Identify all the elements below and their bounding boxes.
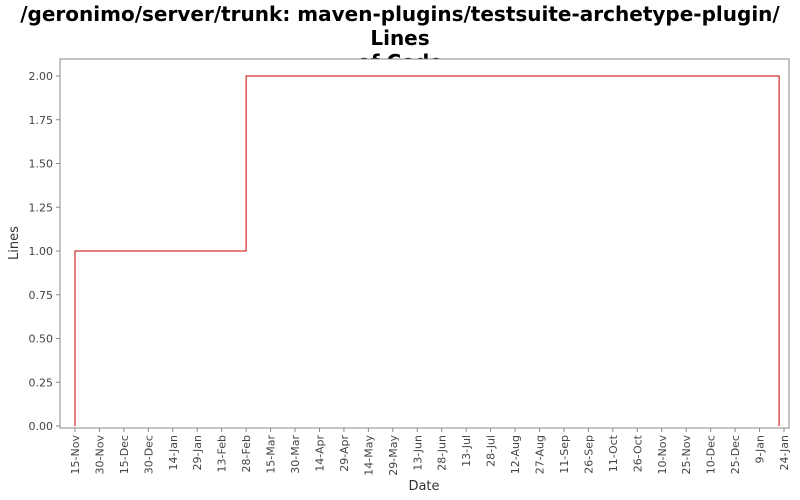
y-tick-label: 1.25 bbox=[29, 201, 54, 214]
y-tick-label: 1.75 bbox=[29, 114, 54, 127]
y-tick-label: 2.00 bbox=[29, 70, 54, 83]
x-tick-label: 14-Jan bbox=[167, 435, 180, 471]
plot-area bbox=[59, 58, 790, 429]
x-tick-label: 27-Aug bbox=[534, 435, 547, 474]
y-axis-label: Lines bbox=[7, 226, 22, 260]
x-tick-label: 14-Apr bbox=[313, 435, 326, 472]
y-tick-label: 0.25 bbox=[29, 376, 54, 389]
x-tick-label: 15-Dec bbox=[118, 435, 131, 474]
x-tick-label: 28-Jun bbox=[436, 435, 449, 471]
x-tick-label: 28-Feb bbox=[240, 435, 253, 472]
x-tick-label: 30-Nov bbox=[93, 435, 106, 475]
x-tick-label: 29-May bbox=[387, 435, 400, 476]
x-tick-label: 26-Oct bbox=[631, 434, 644, 472]
x-axis: 15-Nov 30-Nov 15-Dec 30-Dec 14-Jan 29-Jan 13-F… bbox=[69, 428, 791, 476]
y-axis: 0.00 0.25 0.50 0.75 1.00 1.25 1.50 1.75 2.00 bbox=[29, 70, 60, 433]
x-tick-label: 24-Jan bbox=[778, 435, 791, 471]
x-tick-label: 13-Jul bbox=[460, 435, 473, 467]
series-line bbox=[74, 75, 780, 426]
y-tick-label: 1.50 bbox=[29, 158, 54, 171]
x-tick-label: 13-Feb bbox=[216, 435, 229, 472]
x-axis-label: Date bbox=[408, 479, 439, 494]
x-tick-label: 28-Jul bbox=[485, 435, 498, 467]
x-tick-label: 11-Oct bbox=[607, 434, 620, 472]
x-tick-label: 25-Dec bbox=[729, 435, 742, 474]
chart-title: /geronimo/server/trunk: maven-plugins/te… bbox=[0, 2, 800, 74]
x-tick-label: 26-Sep bbox=[582, 435, 595, 474]
y-tick-label: 0.00 bbox=[29, 420, 54, 433]
x-tick-label: 9-Jan bbox=[754, 435, 767, 464]
x-tick-label: 25-Nov bbox=[680, 435, 693, 475]
x-tick-label: 10-Nov bbox=[656, 435, 669, 475]
x-tick-label: 30-Mar bbox=[289, 435, 302, 474]
y-tick-label: 1.00 bbox=[29, 245, 54, 258]
x-tick-label: 10-Dec bbox=[705, 435, 718, 474]
x-tick-label: 12-Aug bbox=[509, 435, 522, 474]
y-tick-label: 0.75 bbox=[29, 289, 54, 302]
chart-title-line-1: /geronimo/server/trunk: maven-plugins/te… bbox=[20, 2, 780, 50]
x-tick-label: 15-Mar bbox=[265, 435, 278, 474]
x-tick-label: 29-Jan bbox=[191, 435, 204, 471]
x-tick-label: 11-Sep bbox=[558, 435, 571, 474]
x-tick-label: 15-Nov bbox=[69, 435, 82, 475]
x-tick-label: 30-Dec bbox=[142, 435, 155, 474]
x-tick-label: 14-May bbox=[362, 435, 375, 476]
x-tick-label: 13-Jun bbox=[411, 435, 424, 471]
y-tick-label: 0.50 bbox=[29, 333, 54, 346]
x-tick-label: 29-Apr bbox=[338, 435, 351, 472]
